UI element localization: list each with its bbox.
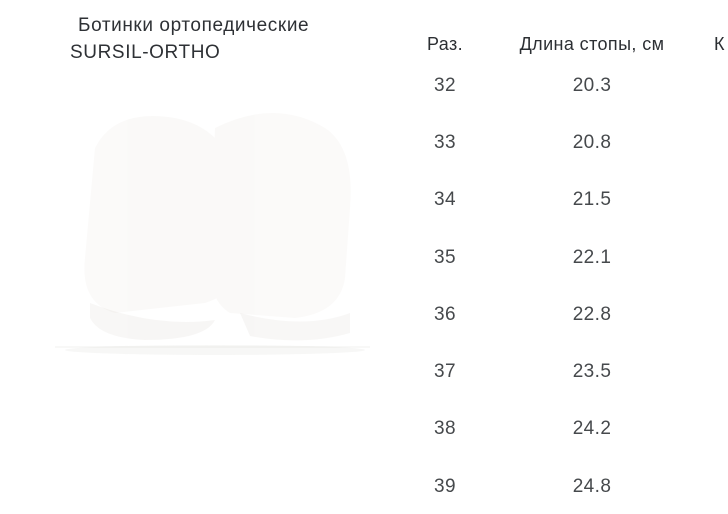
table-body: 32 20.3 33 20.8 34 21.5 35 22.1 36 22.8 37 23.5 38 24… [405,57,728,514]
size-cell: 39 [434,475,456,497]
size-cell: 36 [434,303,456,325]
table-row: 34 21.5 [405,172,728,229]
length-cell: 21.5 [572,189,612,211]
length-cell: 23.5 [572,361,612,383]
table-row: 36 22.8 [405,286,728,343]
column-header-size: Раз. [426,33,464,54]
column-header-extra: К [714,33,725,54]
size-table: Раз. Длина стопы, см К 32 20.3 33 20.8 34 21.… [405,32,728,514]
size-cell: 34 [434,189,456,211]
table-header-row: Раз. Длина стопы, см К [405,32,728,56]
size-cell: 38 [434,418,456,440]
product-title-line1: Ботинки ортопедические [78,15,310,36]
length-cell: 22.8 [572,303,612,325]
size-cell: 32 [434,74,456,96]
product-image [55,88,370,356]
table-row: 33 20.8 [405,114,728,171]
product-title: Ботинки ортопедические SURSIL-ORTHO [70,12,370,66]
length-cell: 20.3 [572,74,612,96]
column-header-length: Длина стопы, см [519,33,665,54]
table-row: 37 23.5 [405,343,728,400]
size-cell: 35 [434,246,456,268]
table-row: 39 24.8 [405,458,728,514]
length-cell: 20.8 [572,131,612,153]
size-cell: 37 [434,361,456,383]
length-cell: 22.1 [572,246,612,268]
table-row: 32 20.3 [405,57,728,114]
product-title-line2: SURSIL-ORTHO [70,42,221,63]
table-row: 35 22.1 [405,229,728,286]
table-row: 38 24.2 [405,401,728,458]
length-cell: 24.8 [572,475,612,497]
length-cell: 24.2 [572,418,612,440]
size-cell: 33 [434,131,456,153]
faint-boots-illustration [55,113,370,355]
